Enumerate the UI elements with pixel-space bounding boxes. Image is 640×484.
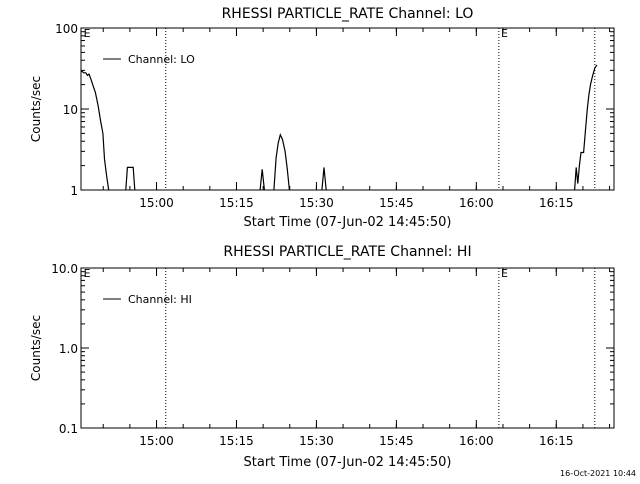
y-tick-label: 100 xyxy=(55,22,78,36)
data-series-line xyxy=(125,166,136,191)
y-tick-label: 1 xyxy=(70,184,78,198)
y-tick-label: 1.0 xyxy=(59,342,78,356)
x-tick-label: 15:45 xyxy=(379,196,414,210)
panel-hi: RHESSI PARTICLE_RATE Channel: HI 0.1 1.0 10… xyxy=(29,244,615,470)
legend-label: Channel: HI xyxy=(128,293,192,306)
e-marker-label: E xyxy=(501,267,508,280)
x-tick-label: 15:45 xyxy=(379,434,414,448)
data-series-line xyxy=(273,133,290,191)
data-series-line xyxy=(259,169,265,191)
x-tick-label: 16:15 xyxy=(539,434,574,448)
x-tick-label: 16:00 xyxy=(459,434,494,448)
plot-frame xyxy=(80,267,615,429)
e-marker-label: E xyxy=(84,267,91,280)
panel-lo: RHESSI PARTICLE_RATE Channel: LO 1 10 100 15… xyxy=(29,6,615,230)
y-tick-label: 0.1 xyxy=(59,422,78,436)
x-tick-label: 16:00 xyxy=(459,196,494,210)
x-tick-label: 16:15 xyxy=(539,196,574,210)
y-axis-label: Counts/sec xyxy=(29,315,43,381)
e-marker-label: E xyxy=(84,27,91,40)
x-tick-label: 15:15 xyxy=(219,196,254,210)
plot-timestamp: 16-Oct-2021 10:44 xyxy=(560,469,636,478)
y-tick-label: 10.0 xyxy=(51,262,78,276)
chart-title: RHESSI PARTICLE_RATE Channel: HI xyxy=(223,244,471,260)
chart-title: RHESSI PARTICLE_RATE Channel: LO xyxy=(222,6,474,22)
x-axis-label: Start Time (07-Jun-02 14:45:50) xyxy=(244,455,452,470)
x-tick-label: 15:15 xyxy=(219,434,254,448)
data-series-line xyxy=(574,64,598,191)
y-tick-label: 10 xyxy=(63,103,78,117)
data-series-line xyxy=(80,69,110,191)
x-tick-label: 15:00 xyxy=(139,434,174,448)
y-axis-label: Counts/sec xyxy=(29,76,43,142)
x-axis-label: Start Time (07-Jun-02 14:45:50) xyxy=(244,215,452,230)
data-series-line xyxy=(321,167,327,191)
legend-label: Channel: LO xyxy=(128,53,195,66)
x-tick-label: 15:30 xyxy=(299,434,334,448)
x-tick-label: 15:00 xyxy=(139,196,174,210)
x-tick-label: 15:30 xyxy=(299,196,334,210)
e-marker-label: E xyxy=(501,27,508,40)
